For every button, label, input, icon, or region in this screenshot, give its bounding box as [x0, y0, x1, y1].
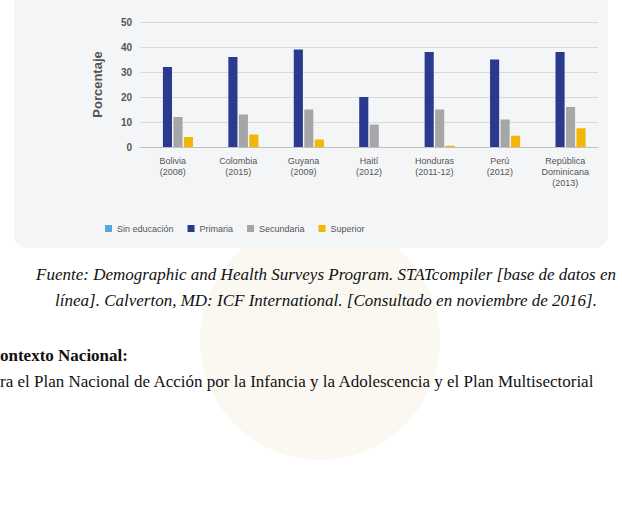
svg-text:Perú: Perú [490, 156, 509, 166]
svg-text:Sin educación: Sin educación [117, 224, 174, 234]
svg-text:Honduras: Honduras [415, 156, 455, 166]
svg-text:Dominicana: Dominicana [542, 167, 590, 177]
svg-text:Primaria: Primaria [200, 224, 234, 234]
svg-text:Colombia: Colombia [219, 156, 257, 166]
svg-text:(2009): (2009) [291, 167, 317, 177]
svg-text:Superior: Superior [331, 224, 365, 234]
svg-text:(2012): (2012) [356, 167, 382, 177]
svg-text:(2013): (2013) [552, 178, 578, 188]
svg-text:0: 0 [126, 142, 132, 153]
svg-text:Secundaria: Secundaria [259, 224, 305, 234]
html-text:Fuente: Demographic and Health: Fuente: Demographic and Health Surveys P… [36, 265, 616, 310]
svg-text:Guyana: Guyana [288, 156, 320, 166]
html-text:ontexto Nacional:: ontexto Nacional: [0, 346, 128, 365]
svg-text:Porcentaje: Porcentaje [90, 51, 105, 117]
svg-text:40: 40 [121, 42, 133, 53]
svg-text:Bolivia: Bolivia [159, 156, 186, 166]
html-text:ra el Plan Nacional de Acción: ra el Plan Nacional de Acción por la Inf… [0, 372, 594, 391]
svg-text:10: 10 [121, 117, 133, 128]
svg-text:50: 50 [121, 17, 133, 28]
svg-text:(2011-12): (2011-12) [415, 167, 453, 177]
svg-text:Haití: Haití [360, 156, 379, 166]
svg-text:República: República [545, 156, 585, 166]
svg-text:30: 30 [121, 67, 133, 78]
svg-text:(2012): (2012) [487, 167, 513, 177]
svg-text:(2008): (2008) [160, 167, 186, 177]
svg-text:20: 20 [121, 92, 133, 103]
svg-text:(2015): (2015) [225, 167, 251, 177]
